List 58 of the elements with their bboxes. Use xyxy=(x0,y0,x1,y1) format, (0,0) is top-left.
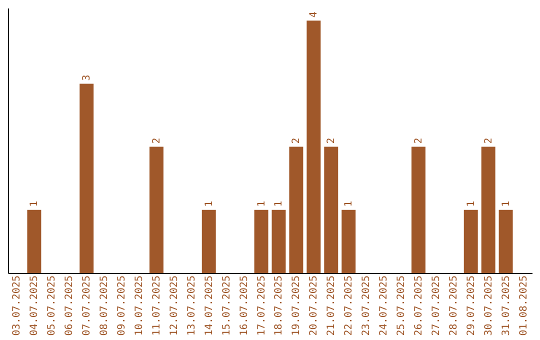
data-label: 2 xyxy=(483,138,494,144)
x-tick-label: 28.07.2025 xyxy=(448,276,460,336)
bar xyxy=(498,210,513,273)
bar xyxy=(342,210,356,273)
bar xyxy=(306,20,321,273)
data-label: 1 xyxy=(344,200,355,207)
data-label: 2 xyxy=(326,138,338,144)
data-label: 2 xyxy=(291,138,302,144)
data-label: 1 xyxy=(500,200,512,207)
bar xyxy=(27,210,42,273)
x-tick-label: 21.07.2025 xyxy=(326,276,338,336)
x-tick-label: 22.07.2025 xyxy=(344,276,355,336)
data-label: 2 xyxy=(413,138,424,144)
x-tick-label: 03.07.2025 xyxy=(12,276,23,336)
x-tick-label: 06.07.2025 xyxy=(64,276,76,336)
bar xyxy=(272,210,286,273)
x-tick-label: 12.07.2025 xyxy=(168,276,180,336)
x-tick-label: 30.07.2025 xyxy=(483,276,494,336)
x-tick-label: 10.07.2025 xyxy=(134,276,145,336)
x-tick-label: 16.07.2025 xyxy=(238,276,250,336)
x-tick-label: 04.07.2025 xyxy=(29,276,40,336)
x-tick-label: 05.07.2025 xyxy=(46,276,58,336)
data-label: 1 xyxy=(256,200,268,207)
x-tick-label: 09.07.2025 xyxy=(116,276,128,336)
x-tick-label: 29.07.2025 xyxy=(466,276,477,336)
bar xyxy=(324,146,338,273)
x-tick-label: 07.07.2025 xyxy=(82,276,93,336)
bar xyxy=(149,146,164,273)
x-tick-label: 18.07.2025 xyxy=(274,276,285,336)
bar xyxy=(411,146,426,273)
data-label: 1 xyxy=(204,200,215,207)
data-label: 4 xyxy=(308,12,320,18)
bar xyxy=(202,210,216,273)
x-tick-label: 26.07.2025 xyxy=(413,276,424,336)
x-tick-label: 01.08.2025 xyxy=(518,276,530,336)
data-label: 3 xyxy=(82,74,93,81)
x-tick-label: 27.07.2025 xyxy=(430,276,442,336)
x-tick-label: 15.07.2025 xyxy=(221,276,232,336)
x-tick-label: 11.07.2025 xyxy=(151,276,162,336)
x-tick-label: 14.07.2025 xyxy=(204,276,215,336)
x-tick-label: 31.07.2025 xyxy=(500,276,512,336)
bar xyxy=(254,210,268,273)
x-tick-label: 25.07.2025 xyxy=(396,276,407,336)
bar xyxy=(80,84,94,273)
data-label: 2 xyxy=(151,138,162,144)
x-tick-label: 08.07.2025 xyxy=(99,276,110,336)
data-label: 1 xyxy=(466,200,477,207)
x-tick-label: 19.07.2025 xyxy=(291,276,302,336)
data-label: 1 xyxy=(29,200,40,207)
bar xyxy=(464,210,478,273)
bar xyxy=(289,146,304,273)
bar xyxy=(481,146,496,273)
x-tick-label: 17.07.2025 xyxy=(256,276,268,336)
data-label: 1 xyxy=(274,200,285,207)
x-tick-label: 24.07.2025 xyxy=(378,276,390,336)
x-tick-label: 13.07.2025 xyxy=(186,276,198,336)
x-tick-label: 23.07.2025 xyxy=(361,276,372,336)
x-tick-label: 20.07.2025 xyxy=(308,276,320,336)
